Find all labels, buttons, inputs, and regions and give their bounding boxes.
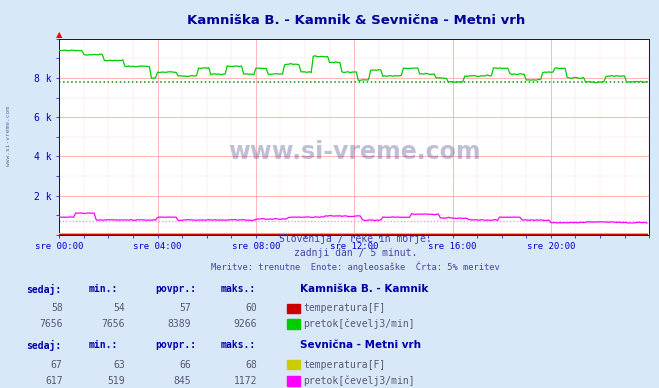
Text: povpr.:: povpr.: <box>155 284 196 294</box>
Text: 7656: 7656 <box>101 319 125 329</box>
Text: 67: 67 <box>51 360 63 370</box>
Text: maks.:: maks.: <box>221 284 256 294</box>
Text: 66: 66 <box>179 360 191 370</box>
Text: Kamniška B. - Kamnik: Kamniška B. - Kamnik <box>300 284 428 294</box>
Text: 7656: 7656 <box>39 319 63 329</box>
Text: 57: 57 <box>179 303 191 314</box>
Text: 54: 54 <box>113 303 125 314</box>
Text: Kamniška B. - Kamnik & Sevnična - Metni vrh: Kamniška B. - Kamnik & Sevnična - Metni … <box>186 14 525 27</box>
Text: 60: 60 <box>245 303 257 314</box>
Text: 845: 845 <box>173 376 191 386</box>
Text: 9266: 9266 <box>233 319 257 329</box>
Text: min.:: min.: <box>89 284 119 294</box>
Text: sedaj:: sedaj: <box>26 340 61 351</box>
Text: 617: 617 <box>45 376 63 386</box>
Text: 519: 519 <box>107 376 125 386</box>
Text: 68: 68 <box>245 360 257 370</box>
Text: 63: 63 <box>113 360 125 370</box>
Text: pretok[čevelj3/min]: pretok[čevelj3/min] <box>303 376 415 386</box>
Text: 58: 58 <box>51 303 63 314</box>
Text: temperatura[F]: temperatura[F] <box>303 360 386 370</box>
Text: 8389: 8389 <box>167 319 191 329</box>
Text: Meritve: trenutne  Enote: angleosaške  Črta: 5% meritev: Meritve: trenutne Enote: angleosaške Črt… <box>212 261 500 272</box>
Text: temperatura[F]: temperatura[F] <box>303 303 386 314</box>
Text: pretok[čevelj3/min]: pretok[čevelj3/min] <box>303 319 415 329</box>
Text: zadnji dan / 5 minut.: zadnji dan / 5 minut. <box>294 248 418 258</box>
Text: sedaj:: sedaj: <box>26 284 61 294</box>
Text: povpr.:: povpr.: <box>155 340 196 350</box>
Text: 1172: 1172 <box>233 376 257 386</box>
Text: maks.:: maks.: <box>221 340 256 350</box>
Text: www.si-vreme.com: www.si-vreme.com <box>228 140 480 165</box>
Text: ▲: ▲ <box>56 30 63 39</box>
Text: Sevnična - Metni vrh: Sevnična - Metni vrh <box>300 340 421 350</box>
Text: www.si-vreme.com: www.si-vreme.com <box>6 106 11 166</box>
Text: min.:: min.: <box>89 340 119 350</box>
Text: Slovenija / reke in morje.: Slovenija / reke in morje. <box>279 234 432 244</box>
